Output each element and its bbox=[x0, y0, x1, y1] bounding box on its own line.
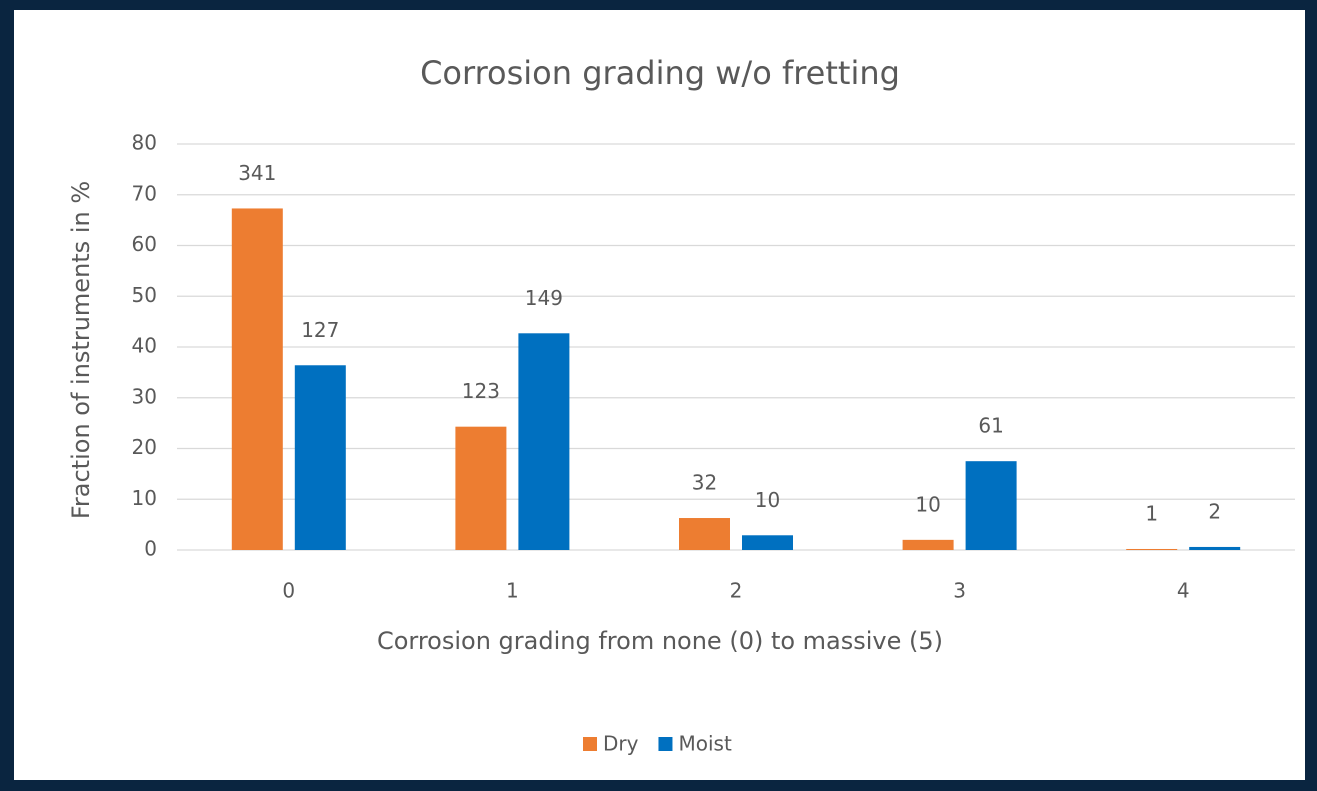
chart-panel bbox=[14, 10, 1305, 780]
bar bbox=[1126, 548, 1178, 550]
bar bbox=[679, 518, 730, 550]
y-tick-label: 0 bbox=[144, 537, 157, 561]
y-tick-label: 20 bbox=[132, 435, 157, 459]
data-label: 32 bbox=[692, 471, 717, 495]
bar bbox=[965, 461, 1017, 550]
data-label: 61 bbox=[978, 414, 1003, 438]
data-label: 123 bbox=[462, 379, 500, 403]
bar bbox=[518, 333, 570, 550]
x-tick-label: 3 bbox=[953, 579, 966, 603]
y-tick-label: 10 bbox=[132, 486, 157, 510]
y-tick-label: 70 bbox=[132, 181, 157, 205]
legend-label: Moist bbox=[678, 732, 731, 756]
data-label: 341 bbox=[238, 161, 276, 185]
y-axis-label: Fraction of instruments in % bbox=[67, 181, 95, 519]
bar bbox=[1189, 546, 1241, 550]
legend-label: Dry bbox=[603, 732, 639, 756]
data-label: 10 bbox=[915, 492, 940, 516]
legend-swatch bbox=[658, 737, 673, 751]
data-label: 149 bbox=[525, 286, 563, 310]
x-tick-label: 4 bbox=[1177, 579, 1190, 603]
data-label: 127 bbox=[301, 318, 339, 342]
x-tick-label: 2 bbox=[730, 579, 743, 603]
bar bbox=[742, 535, 793, 550]
bar bbox=[902, 539, 954, 550]
bar bbox=[231, 208, 283, 550]
y-tick-label: 30 bbox=[132, 384, 157, 408]
bar bbox=[455, 426, 507, 550]
data-label: 10 bbox=[755, 488, 780, 512]
y-tick-label: 50 bbox=[132, 283, 157, 307]
x-axis-label: Corrosion grading from none (0) to massi… bbox=[377, 627, 943, 655]
bar bbox=[294, 365, 346, 550]
data-label: 2 bbox=[1208, 499, 1221, 523]
y-tick-label: 40 bbox=[132, 334, 157, 358]
x-tick-label: 1 bbox=[506, 579, 519, 603]
x-tick-label: 0 bbox=[282, 579, 295, 603]
data-label: 1 bbox=[1145, 501, 1158, 525]
legend-swatch bbox=[583, 737, 597, 751]
y-tick-label: 80 bbox=[132, 131, 157, 155]
chart-title: Corrosion grading w/o fretting bbox=[420, 54, 900, 92]
y-tick-label: 60 bbox=[132, 232, 157, 256]
